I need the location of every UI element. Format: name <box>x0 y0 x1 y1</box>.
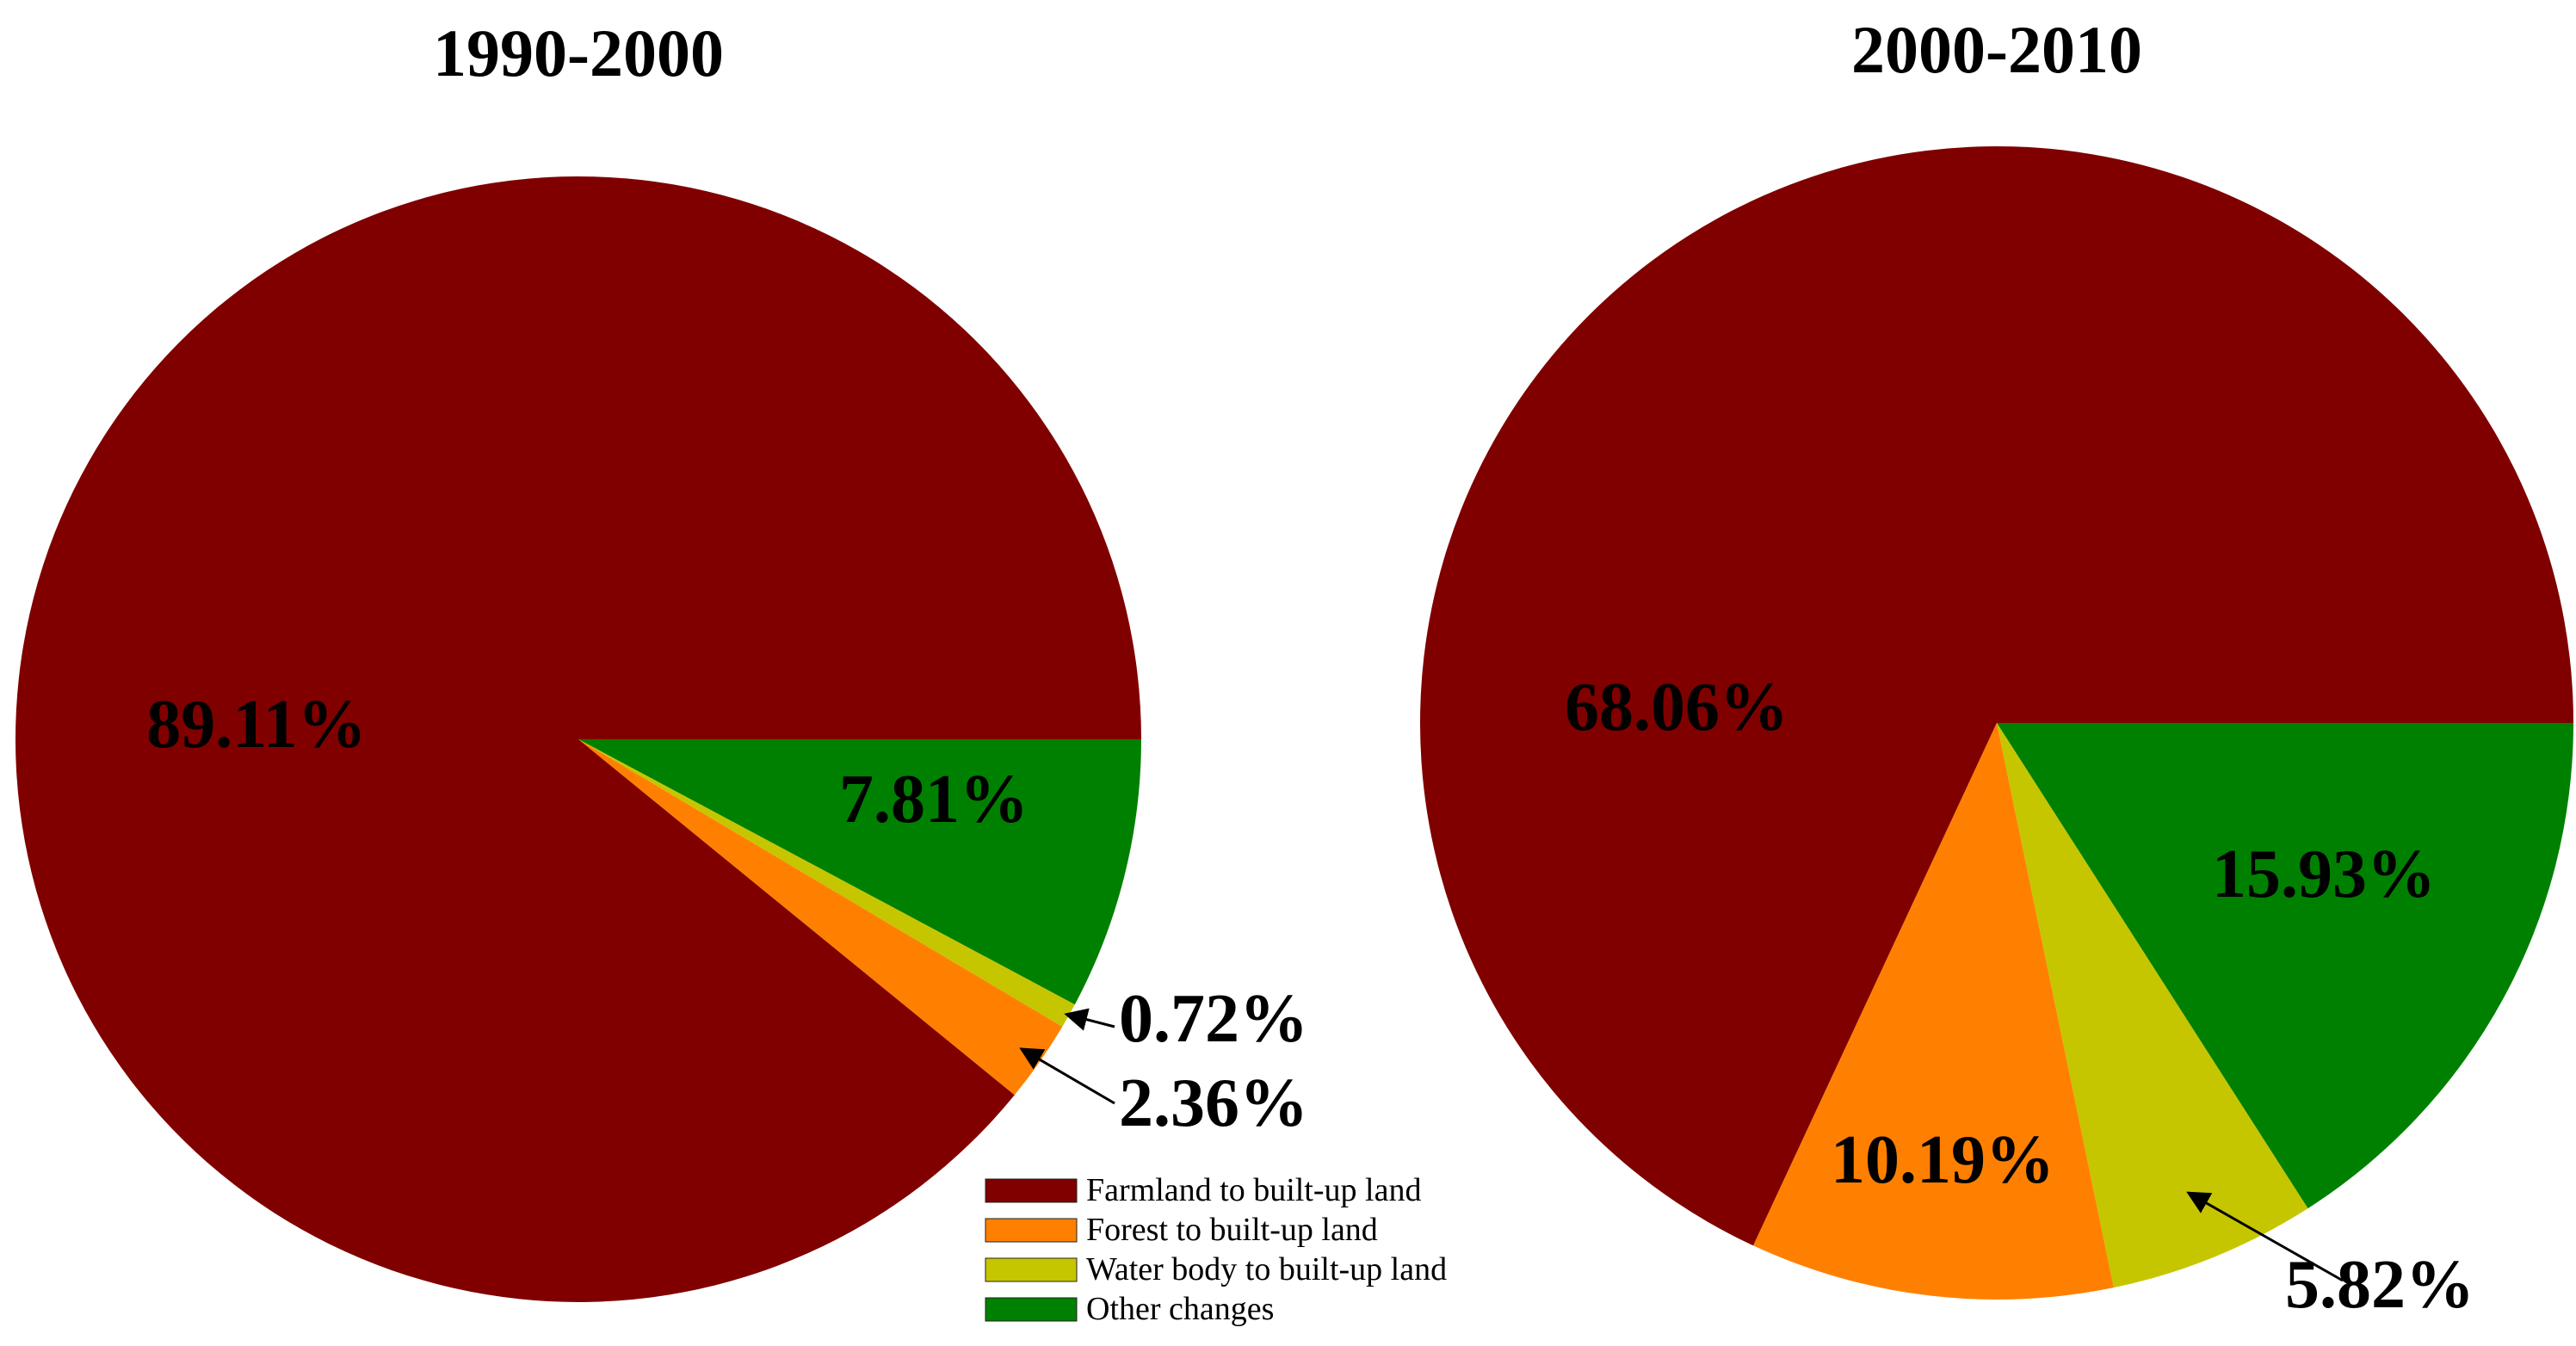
data-label-forest: 2.36% <box>1119 1065 1308 1141</box>
data-label-water-body: 0.72% <box>1119 981 1308 1057</box>
pie-chart-2000-2010: 2000-2010 68.06% 15.93% 10.19% 5.82% <box>1419 12 2573 1323</box>
pie-slice-water-body <box>578 739 1075 1027</box>
data-label-farmland: 68.06% <box>1565 670 1788 745</box>
pie-slice-other <box>1997 723 2573 1209</box>
leader-arrow-water-body <box>2186 1191 2344 1282</box>
data-label-other: 15.93% <box>2212 837 2436 912</box>
pie-slices <box>1419 145 2573 1300</box>
legend-label-other: Other changes <box>1086 1291 1274 1327</box>
pie-slices <box>15 176 1142 1302</box>
pie-labels: 68.06% 15.93% 10.19% 5.82% <box>1565 670 2474 1323</box>
legend-label-farmland: Farmland to built-up land <box>1086 1172 1421 1208</box>
pie-slice-farmland <box>1419 145 2573 1246</box>
legend-label-water-body: Water body to built-up land <box>1086 1251 1447 1287</box>
data-label-other: 7.81% <box>839 762 1029 837</box>
legend-swatch-farmland <box>985 1178 1078 1203</box>
data-label-water-body: 5.82% <box>2285 1247 2474 1323</box>
leader-arrow-water-body <box>1064 1008 1115 1031</box>
leader-arrow-forest <box>1019 1047 1115 1105</box>
pie-labels: 89.11% 7.81% 0.72% 2.36% <box>146 687 1308 1141</box>
legend-label-forest: Forest to built-up land <box>1086 1212 1378 1248</box>
legend-swatch-water-body <box>985 1257 1078 1282</box>
legend: Farmland to built-up land Forest to buil… <box>985 1172 1447 1327</box>
legend-swatch-other <box>985 1297 1078 1322</box>
legend-swatch-forest <box>985 1218 1078 1243</box>
data-label-farmland: 89.11% <box>146 687 367 763</box>
chart-title: 1990-2000 <box>433 15 724 90</box>
pie-slice-farmland <box>15 176 1142 1302</box>
pie-slice-forest <box>578 739 1063 1096</box>
pie-slice-forest <box>1753 723 2114 1300</box>
pie-slice-water-body <box>1997 723 2308 1288</box>
data-label-forest: 10.19% <box>1831 1122 2054 1198</box>
pie-slice-other <box>578 739 1141 1005</box>
chart-title: 2000-2010 <box>1851 12 2142 87</box>
pie-chart-1990-2000: 1990-2000 89.11% 7.81% 0.72% 2.36% <box>15 15 1308 1302</box>
